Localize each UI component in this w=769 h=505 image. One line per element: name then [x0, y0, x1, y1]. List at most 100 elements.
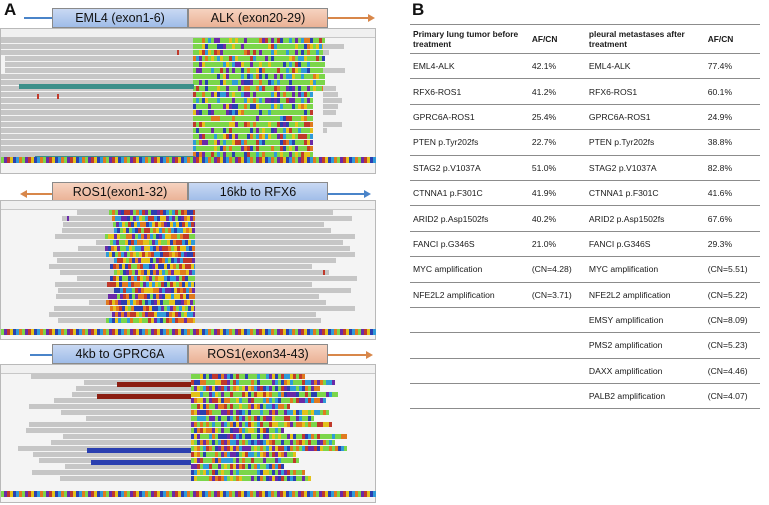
table-cell: 22.7% [528, 129, 586, 156]
table-cell: 38.8% [704, 129, 760, 156]
table-row: ARID2 p.Asp1502fs 40.2% ARID2 p.Asp1502fs 6… [410, 205, 760, 232]
track1-left-gene: EML4 (exon1-6) [52, 8, 188, 28]
table-cell: 42.1% [528, 53, 586, 80]
igv-pileup-1 [0, 28, 376, 174]
track3-left-gene: 4kb to GPRC6A [52, 344, 188, 364]
reference-sequence-2 [1, 329, 376, 335]
table-cell: (CN=5.51) [704, 256, 760, 283]
pileup-reads-2 [49, 210, 357, 323]
track1-arrow-icon [368, 14, 375, 22]
table-cell: 51.0% [528, 155, 586, 181]
table-cell: 40.2% [528, 205, 586, 232]
track3-arrow-icon [366, 351, 373, 359]
table-cell [410, 383, 529, 410]
table-cell: (CN=4.07) [704, 383, 760, 410]
table-cell: (CN=4.46) [704, 358, 760, 385]
table-cell: NFE2L2 amplification [410, 282, 529, 308]
table-row: GPRC6A-ROS1 25.4% GPRC6A-ROS1 24.9% [410, 104, 760, 131]
table-cell: DAXX amplification [585, 358, 705, 385]
table-cell: 29.3% [704, 231, 760, 258]
table-cell: STAG2 p.V1037A [585, 155, 705, 181]
table-cell: FANCI p.G346S [585, 231, 705, 258]
table-cell: EML4-ALK [410, 53, 529, 80]
panel-a-label: A [4, 0, 17, 19]
reference-sequence-3 [1, 491, 376, 497]
table-cell: RFX6-ROS1 [410, 78, 529, 105]
table-row: STAG2 p.V1037A 51.0% STAG2 p.V1037A 82.8% [410, 155, 760, 181]
table-cell: 67.6% [704, 205, 760, 232]
table-cell: CTNNA1 p.F301C [585, 180, 705, 207]
table-cell: (CN=5.23) [704, 332, 760, 359]
table-cell: PMS2 amplification [585, 332, 705, 359]
table-cell [410, 307, 529, 334]
igv-ruler-1 [1, 29, 375, 38]
table-cell [410, 332, 529, 359]
table-cell [410, 358, 529, 385]
table-cell: RFX6-ROS1 [585, 78, 705, 105]
track2-arrow-right-icon [364, 190, 371, 198]
track3-right-arrow-line [328, 354, 366, 356]
table-cell: 82.8% [704, 155, 760, 181]
table-cell [528, 358, 586, 385]
table-cell: GPRC6A-ROS1 [410, 104, 529, 131]
table-row: CTNNA1 p.F301C 41.9% CTNNA1 p.F301C 41.6% [410, 180, 760, 207]
panel-b-label: B [412, 0, 425, 19]
pileup-reads-1 [1, 38, 345, 163]
table-header-cell: AF/CN [704, 24, 760, 54]
table-cell: 41.9% [528, 180, 586, 207]
table-row: NFE2L2 amplification (CN=3.71) NFE2L2 ampl… [410, 282, 760, 308]
table-cell: GPRC6A-ROS1 [585, 104, 705, 131]
track1-right-arrow-line [328, 17, 368, 19]
igv-ruler-3 [1, 365, 375, 374]
table-cell: (CN=5.22) [704, 282, 760, 308]
table-cell: 41.2% [528, 78, 586, 105]
table-header-cell: pleural metastases after treatment [585, 24, 705, 54]
table-cell: PALB2 amplification [585, 383, 705, 410]
table-header-cell: Primary lung tumor before treatment [410, 24, 529, 54]
table-row: PMS2 amplification (CN=5.23) [410, 332, 760, 359]
table-cell: (CN=3.71) [528, 282, 586, 308]
table-row: MYC amplification (CN=4.28) MYC amplificat… [410, 256, 760, 283]
track2-right-arrow-line [328, 193, 364, 195]
track3-right-gene: ROS1(exon34-43) [188, 344, 328, 364]
table-cell: MYC amplification [410, 256, 529, 283]
table-cell: (CN=8.09) [704, 307, 760, 334]
table-cell: ARID2 p.Asp1502fs [410, 205, 529, 232]
igv-pileup-3 [0, 364, 376, 503]
table-row: EML4-ALK 42.1% EML4-ALK 77.4% [410, 53, 760, 80]
igv-pileup-2 [0, 200, 376, 340]
table-cell: CTNNA1 p.F301C [410, 180, 529, 207]
table-cell: 77.4% [704, 53, 760, 80]
igv-ruler-2 [1, 201, 375, 210]
table-header-row: Primary lung tumor before treatment AF/CN… [410, 24, 760, 54]
table-cell: 41.6% [704, 180, 760, 207]
table-cell: (CN=4.28) [528, 256, 586, 283]
mutation-table: Primary lung tumor before treatment AF/CN… [410, 24, 760, 410]
table-cell: PTEN p.Tyr202fs [585, 129, 705, 156]
table-cell: 21.0% [528, 231, 586, 258]
table-row: DAXX amplification (CN=4.46) [410, 358, 760, 385]
table-cell: EMSY amplification [585, 307, 705, 334]
table-cell: MYC amplification [585, 256, 705, 283]
table-cell: 25.4% [528, 104, 586, 131]
table-row: PALB2 amplification (CN=4.07) [410, 383, 760, 410]
table-cell: STAG2 p.V1037A [410, 155, 529, 181]
table-cell: 24.9% [704, 104, 760, 131]
track1-right-gene: ALK (exon20-29) [188, 8, 328, 28]
table-row: FANCI p.G346S 21.0% FANCI p.G346S 29.3% [410, 231, 760, 258]
table-cell [528, 383, 586, 410]
table-row: RFX6-ROS1 41.2% RFX6-ROS1 60.1% [410, 78, 760, 105]
table-cell: EML4-ALK [585, 53, 705, 80]
track2-left-arrow-line [27, 193, 53, 195]
track2-arrow-left-icon [20, 190, 27, 198]
track2-right-gene: 16kb to RFX6 [188, 182, 328, 202]
table-cell [528, 307, 586, 334]
reference-sequence-1 [1, 157, 376, 163]
table-cell: FANCI p.G346S [410, 231, 529, 258]
track1-left-arrow-line [24, 17, 54, 19]
table-cell: NFE2L2 amplification [585, 282, 705, 308]
track3-left-arrow-line [30, 354, 52, 356]
track2-left-gene: ROS1(exon1-32) [52, 182, 188, 202]
table-cell [528, 332, 586, 359]
table-cell: ARID2 p.Asp1502fs [585, 205, 705, 232]
